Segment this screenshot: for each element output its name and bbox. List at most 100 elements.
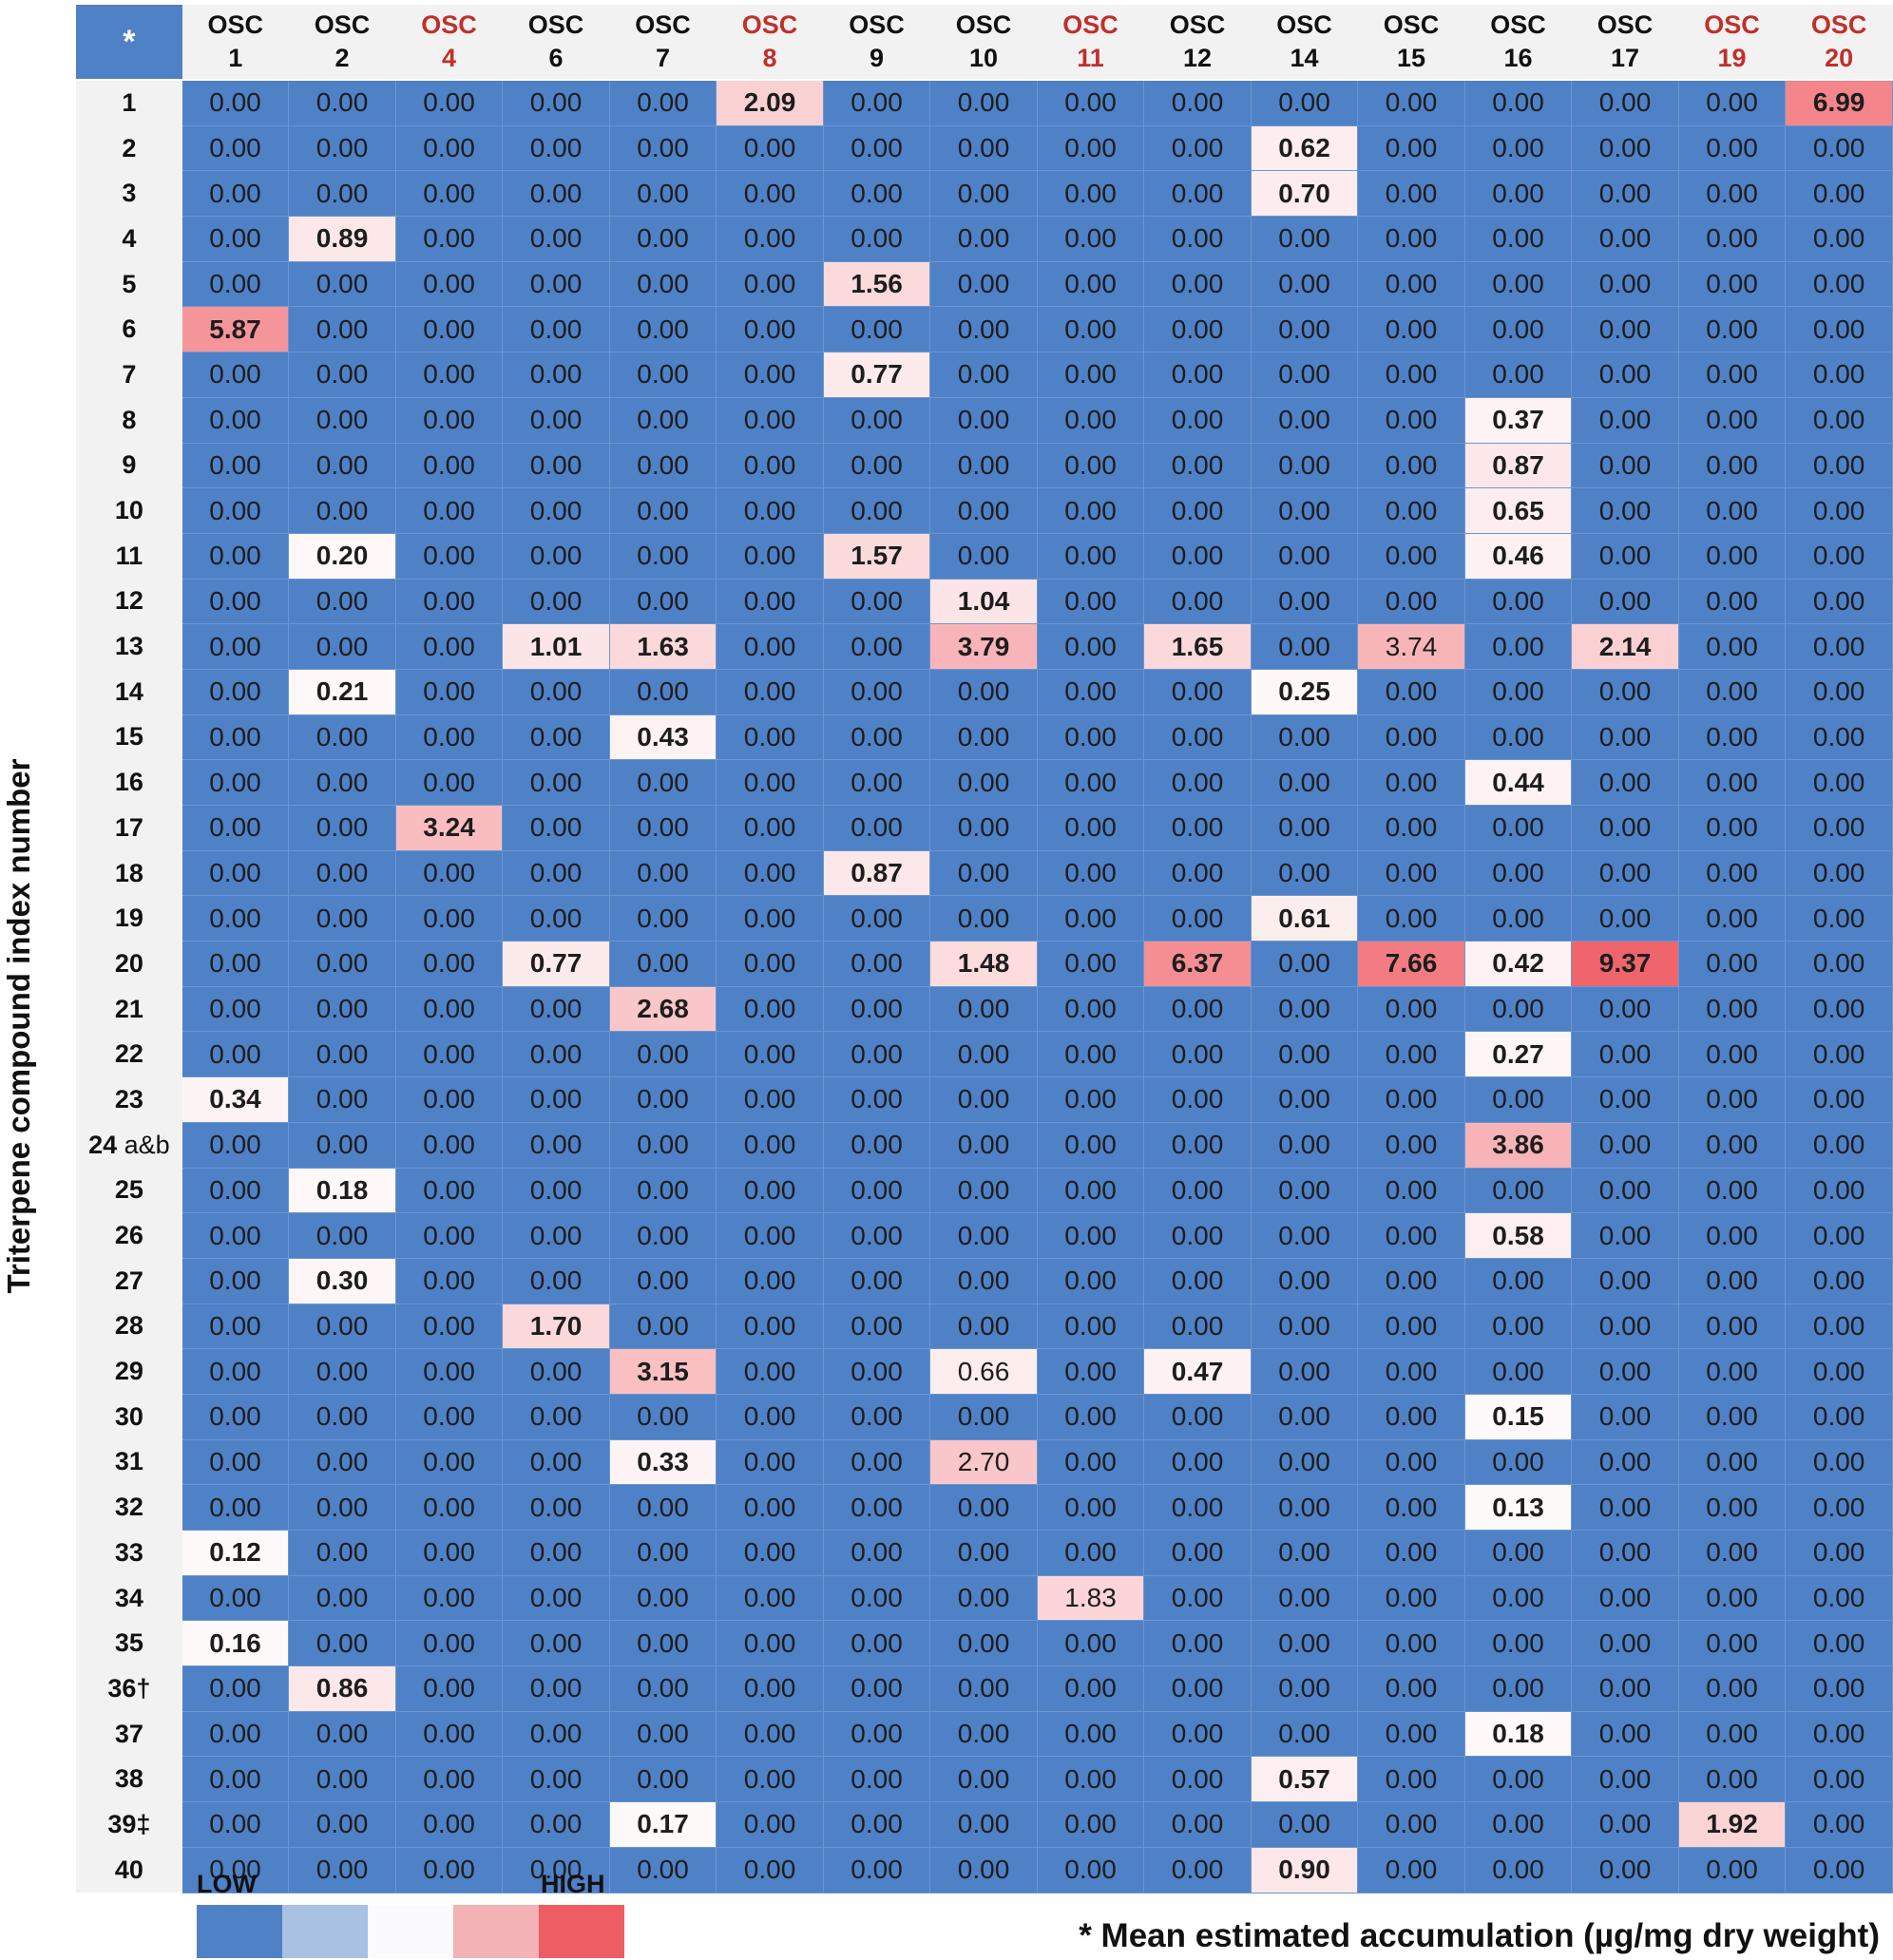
heatmap-cell: 0.00 (182, 1303, 290, 1350)
heatmap-cell: 0.00 (1251, 623, 1359, 670)
heatmap-cell: 0.00 (929, 443, 1038, 489)
heatmap-cell: 0.00 (1143, 579, 1252, 625)
heatmap-cell: 0.00 (609, 1212, 717, 1259)
heatmap-cell: 0.00 (1357, 579, 1465, 625)
heatmap-cell: 0.00 (395, 623, 504, 670)
heatmap-cell: 0.00 (1678, 170, 1787, 218)
table-row: 5 0.00 0.00 0.00 0.00 0.00 0.00 1.56 0.00 0.00 0.0… (76, 261, 1893, 308)
table-row: 29 0.00 0.00 0.00 0.00 3.15 0.00 0.00 0.66 0.00 0.… (76, 1348, 1893, 1395)
row-header: 17 (76, 805, 182, 851)
heatmap-cell: 0.00 (288, 986, 396, 1033)
column-header: OSC 11 (1037, 5, 1144, 81)
heatmap-cell: 0.00 (1571, 1122, 1679, 1169)
heatmap-cell: 0.00 (395, 397, 504, 444)
heatmap-cell: 0.00 (1143, 850, 1252, 897)
heatmap-cell: 0.00 (1464, 895, 1573, 942)
heatmap-cell: 0.00 (1785, 397, 1893, 444)
heatmap-cell: 0.00 (182, 352, 290, 398)
heatmap-cell: 0.00 (1037, 986, 1145, 1033)
heatmap-cell: 0.00 (288, 1348, 396, 1395)
heatmap-cell: 0.00 (929, 170, 1038, 218)
heatmap-cell: 0.00 (1464, 125, 1573, 172)
heatmap-cell: 0.00 (929, 1484, 1038, 1531)
heatmap-cell: 0.00 (502, 1665, 610, 1712)
heatmap-cell: 0.00 (1571, 1756, 1679, 1803)
heatmap-cell: 0.00 (823, 759, 931, 806)
table-row: 18 0.00 0.00 0.00 0.00 0.00 0.00 0.87 0.00 0.00 0.… (76, 850, 1893, 897)
table-row: 32 0.00 0.00 0.00 0.00 0.00 0.00 0.00 0.00 0.00 0.… (76, 1484, 1893, 1531)
heatmap-cell: 0.00 (716, 1439, 824, 1486)
heatmap-cell: 0.00 (1251, 1711, 1359, 1758)
heatmap-cell: 0.00 (1785, 443, 1893, 489)
heatmap-cell: 0.00 (1357, 759, 1465, 806)
row-header: 15 (76, 714, 182, 760)
table-row: 7 0.00 0.00 0.00 0.00 0.00 0.00 0.77 0.00 0.00 0.0… (76, 352, 1893, 398)
heatmap-cell: 0.00 (502, 986, 610, 1033)
heatmap-cell: 0.00 (502, 80, 610, 126)
heatmap-cell: 0.00 (288, 352, 396, 398)
row-header: 19 (76, 895, 182, 942)
column-header-prefix: OSC (207, 10, 264, 39)
heatmap-cell: 0.00 (288, 1076, 396, 1123)
heatmap-cell: 0.00 (1037, 1031, 1145, 1078)
heatmap-cell: 0.00 (288, 1439, 396, 1486)
heatmap-cell: 0.00 (1464, 170, 1573, 218)
table-row: 12 0.00 0.00 0.00 0.00 0.00 0.00 0.00 1.04 0.00 0.… (76, 579, 1893, 625)
heatmap-cell: 0.00 (395, 216, 504, 262)
heatmap-cell: 0.00 (1251, 1076, 1359, 1123)
heatmap-cell: 0.00 (716, 261, 824, 308)
row-header-number: 20 (114, 948, 143, 978)
heatmap-cell: 0.00 (1143, 1530, 1252, 1576)
heatmap-cell: 0.00 (1678, 759, 1787, 806)
heatmap-cell: 0.00 (1143, 1122, 1252, 1169)
heatmap-cell: 0.57 (1251, 1756, 1359, 1803)
heatmap-cell: 0.00 (716, 1484, 824, 1531)
heatmap-cell: 0.00 (716, 1665, 824, 1712)
heatmap-cell: 0.00 (609, 1620, 717, 1667)
heatmap-cell: 0.00 (1678, 216, 1787, 262)
heatmap-cell: 0.00 (1571, 1801, 1679, 1848)
heatmap-cell: 0.00 (1251, 261, 1359, 308)
heatmap-cell: 0.00 (609, 1122, 717, 1169)
column-header-number: 2 (335, 44, 350, 72)
row-header-number: 33 (114, 1537, 143, 1567)
heatmap-cell: 0.00 (1357, 397, 1465, 444)
heatmap-cell: 0.00 (288, 1212, 396, 1259)
heatmap-cell: 0.00 (1251, 352, 1359, 398)
heatmap-cell: 0.00 (395, 1665, 504, 1712)
heatmap-cell: 0.00 (716, 1348, 824, 1395)
heatmap-cell: 0.00 (1678, 805, 1787, 851)
heatmap-cell: 0.00 (1571, 80, 1679, 126)
heatmap-cell: 0.00 (1143, 714, 1252, 761)
heatmap-cell: 0.00 (609, 1303, 717, 1350)
row-header-number: 16 (114, 768, 143, 797)
row-header-number: 14 (114, 676, 143, 706)
heatmap-cell: 0.00 (1571, 1620, 1679, 1667)
heatmap-cell: 3.79 (929, 623, 1038, 670)
column-header: OSC 8 (716, 5, 824, 81)
table-row: 10 0.00 0.00 0.00 0.00 0.00 0.00 0.00 0.00 0.00 0.… (76, 487, 1893, 534)
heatmap-cell: 0.00 (1357, 1575, 1465, 1622)
row-header-number: 1 (122, 88, 137, 118)
heatmap-cell: 0.00 (502, 1212, 610, 1259)
row-header-number: 10 (114, 496, 143, 525)
heatmap-cell: 0.00 (1785, 669, 1893, 715)
heatmap-cell: 0.00 (1143, 1847, 1252, 1893)
column-header-number: 8 (762, 44, 777, 72)
heatmap-cell: 0.00 (395, 1801, 504, 1848)
heatmap-cell: 0.00 (929, 1168, 1038, 1214)
heatmap-cell: 0.00 (395, 352, 504, 398)
heatmap-cell: 0.00 (823, 1076, 931, 1123)
heatmap-cell: 0.00 (395, 1575, 504, 1622)
heatmap-cell: 2.09 (716, 80, 824, 126)
heatmap-cell: 0.00 (1785, 1484, 1893, 1531)
heatmap-cell: 0.00 (716, 895, 824, 942)
row-header: 28 (76, 1303, 182, 1349)
column-header: OSC 10 (929, 5, 1038, 81)
heatmap-cell: 0.00 (716, 1303, 824, 1350)
heatmap-cell: 0.00 (716, 487, 824, 534)
heatmap-cell: 0.00 (1037, 1711, 1145, 1758)
column-header-number: 6 (548, 44, 564, 72)
heatmap-cell: 0.00 (1143, 1575, 1252, 1622)
column-header-prefix: OSC (1383, 10, 1440, 39)
